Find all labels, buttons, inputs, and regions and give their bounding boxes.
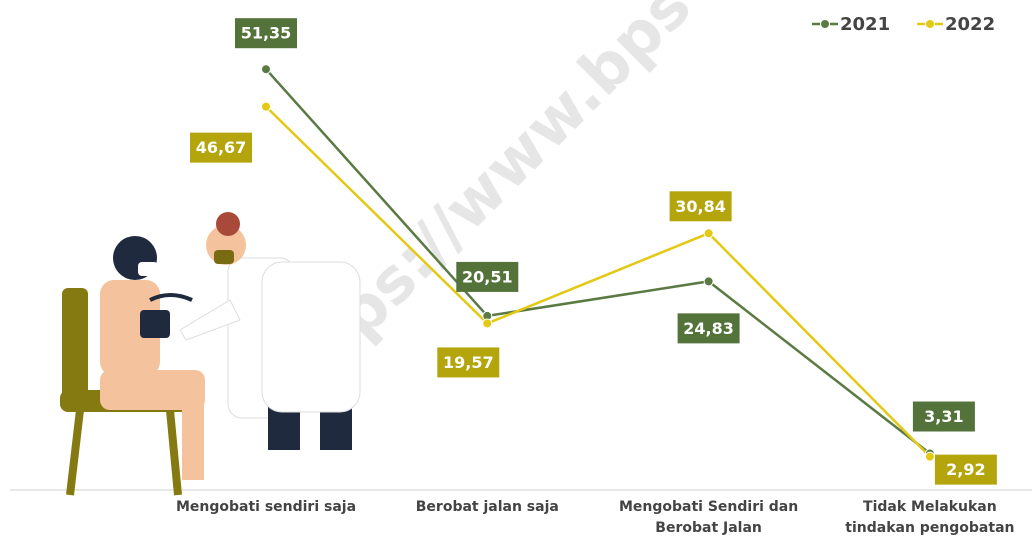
data-label: 24,83 xyxy=(683,319,734,338)
plot: https://www.bps 51,3520,5124,833,3146,67… xyxy=(0,0,1032,541)
point xyxy=(704,277,713,286)
legend-label: 2022 xyxy=(945,14,995,35)
point xyxy=(925,452,934,461)
x-tick-label: Berobat jalan saja xyxy=(377,497,597,518)
x-tick-label: Mengobati Sendiri dan Berobat Jalan xyxy=(599,497,819,539)
data-label: 51,35 xyxy=(241,24,292,43)
legend-label: 2021 xyxy=(840,14,890,35)
data-label: 19,57 xyxy=(443,353,494,372)
legend-item: 2021 xyxy=(812,14,890,35)
x-tick-label: Mengobati sendiri saja xyxy=(156,497,376,518)
legend-item: 2022 xyxy=(917,14,995,35)
data-label: 30,84 xyxy=(675,197,726,216)
legend-marker xyxy=(926,20,935,29)
data-label: 3,31 xyxy=(924,407,963,426)
point xyxy=(483,319,492,328)
data-label: 20,51 xyxy=(462,267,513,286)
chart: https://www.bps 51,3520,5124,833,3146,67… xyxy=(0,0,1032,541)
data-label: 2,92 xyxy=(946,460,985,479)
data-label: 46,67 xyxy=(196,138,247,157)
x-tick-label: Tidak Melakukan tindakan pengobatan xyxy=(820,497,1032,539)
point xyxy=(262,102,271,111)
point xyxy=(704,229,713,238)
point xyxy=(262,65,271,74)
illustration xyxy=(60,212,360,495)
legend-marker xyxy=(821,20,830,29)
